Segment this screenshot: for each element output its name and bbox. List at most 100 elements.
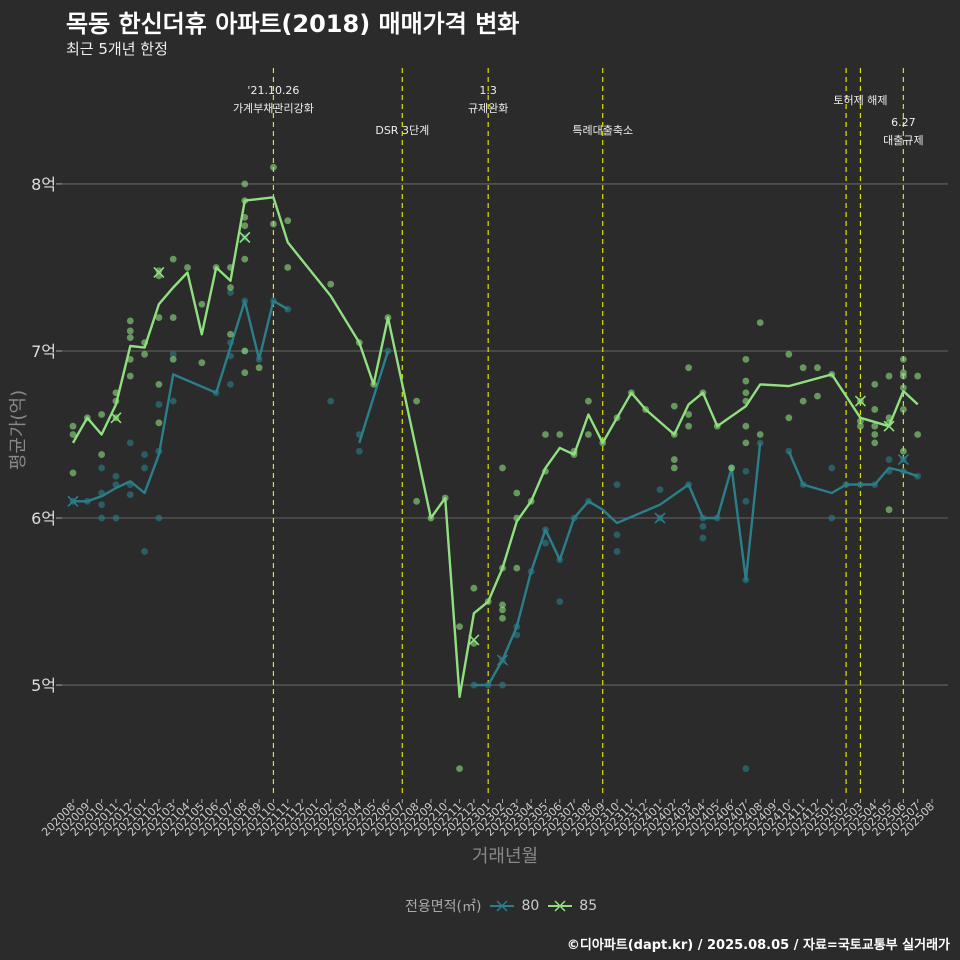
event-label: 1.3 (479, 84, 497, 97)
data-point-80 (227, 380, 234, 388)
event-label: DSR 3단계 (375, 124, 429, 137)
data-point-85 (742, 422, 750, 430)
data-point-85 (241, 222, 249, 230)
y-tick-label: 8억 (31, 175, 56, 194)
data-point-85 (799, 364, 807, 372)
x-axis-title: 거래년월 (472, 846, 538, 867)
legend-key-80-icon (490, 900, 515, 912)
data-point-85 (899, 406, 907, 413)
data-point-85 (885, 372, 893, 380)
data-point-80 (126, 439, 134, 447)
data-point-80 (699, 534, 707, 542)
y-tick-label: 7억 (31, 342, 56, 361)
data-point-80 (556, 598, 564, 605)
legend-item-85: 85 (547, 898, 597, 914)
data-point-85 (69, 431, 77, 438)
data-point-80 (169, 350, 177, 358)
data-point-80 (355, 447, 363, 455)
data-point-85 (585, 431, 592, 438)
data-point-80 (155, 514, 163, 522)
data-point-85 (899, 384, 907, 392)
event-label: 규제완화 (468, 102, 508, 115)
data-point-80 (141, 548, 148, 555)
legend-label-80: 80 (521, 898, 540, 914)
data-point-85 (227, 284, 234, 291)
data-point-80 (98, 501, 106, 509)
data-point-80 (141, 464, 148, 472)
data-point-85 (456, 765, 463, 773)
data-point-80 (542, 539, 549, 547)
data-point-85 (155, 314, 163, 321)
data-point-85 (141, 350, 148, 358)
data-point-85 (914, 431, 922, 438)
data-point-80 (499, 681, 506, 689)
cross-marker-80 (654, 512, 666, 524)
data-point-85 (871, 422, 879, 430)
event-label: 가계부채관리강화 (233, 102, 314, 115)
data-point-80 (699, 522, 707, 530)
data-point-85 (413, 497, 420, 505)
data-point-85 (670, 456, 678, 463)
data-point-85 (270, 220, 277, 228)
data-point-85 (585, 397, 592, 405)
source-caption: ©디아파트(dapt.kr) / 2025.08.05 / 자료=국토교통부 실… (566, 938, 950, 953)
cross-marker-80 (67, 495, 79, 507)
cross-marker-85 (883, 420, 895, 432)
data-point-85 (499, 614, 506, 622)
data-point-85 (785, 414, 793, 422)
series-line-85 (71, 196, 919, 698)
data-point-85 (513, 564, 521, 572)
data-point-85 (685, 411, 693, 418)
data-point-85 (742, 377, 750, 385)
y-tick-label: 6억 (31, 509, 56, 528)
data-point-85 (785, 350, 793, 358)
data-point-85 (227, 330, 234, 338)
data-point-80 (742, 467, 750, 475)
data-point-85 (542, 431, 549, 438)
data-point-85 (155, 380, 163, 388)
data-point-85 (857, 422, 864, 430)
data-point-85 (255, 364, 263, 372)
data-point-85 (241, 347, 249, 355)
data-point-85 (799, 397, 807, 405)
data-point-80 (828, 464, 836, 472)
data-point-85 (270, 163, 277, 171)
data-point-85 (728, 464, 735, 472)
event-label: 특례대출축소 (572, 124, 633, 137)
data-point-80 (98, 514, 106, 522)
data-point-85 (685, 364, 693, 372)
cross-marker-85 (110, 412, 122, 424)
data-point-80 (885, 456, 893, 463)
data-point-85 (499, 606, 506, 614)
data-point-85 (899, 369, 907, 377)
data-point-85 (241, 180, 249, 188)
legend-key-85-icon (548, 900, 573, 912)
data-point-80 (112, 514, 120, 522)
data-point-85 (871, 431, 879, 438)
data-point-85 (198, 359, 206, 367)
data-point-80 (742, 497, 750, 505)
data-point-85 (327, 280, 335, 288)
data-point-85 (69, 422, 77, 430)
data-point-80 (613, 481, 621, 489)
legend-item-80: 80 (489, 898, 539, 914)
series-line-80 (73, 299, 919, 687)
data-point-80 (155, 401, 163, 408)
data-point-85 (98, 411, 106, 418)
cross-marker-80 (496, 654, 509, 666)
y-tick-label: 5억 (31, 676, 56, 695)
data-point-85 (284, 264, 292, 271)
y-axis-title: 평균가(억) (8, 390, 29, 470)
cross-marker-85 (468, 634, 480, 646)
cross-marker-80 (897, 454, 909, 466)
data-point-85 (499, 464, 506, 472)
data-point-85 (241, 255, 249, 263)
data-point-85 (126, 334, 134, 342)
data-point-85 (756, 431, 764, 438)
data-point-85 (169, 314, 177, 321)
data-point-85 (814, 392, 821, 400)
data-point-80 (126, 491, 134, 499)
data-point-80 (613, 548, 621, 555)
data-point-85 (871, 406, 879, 413)
